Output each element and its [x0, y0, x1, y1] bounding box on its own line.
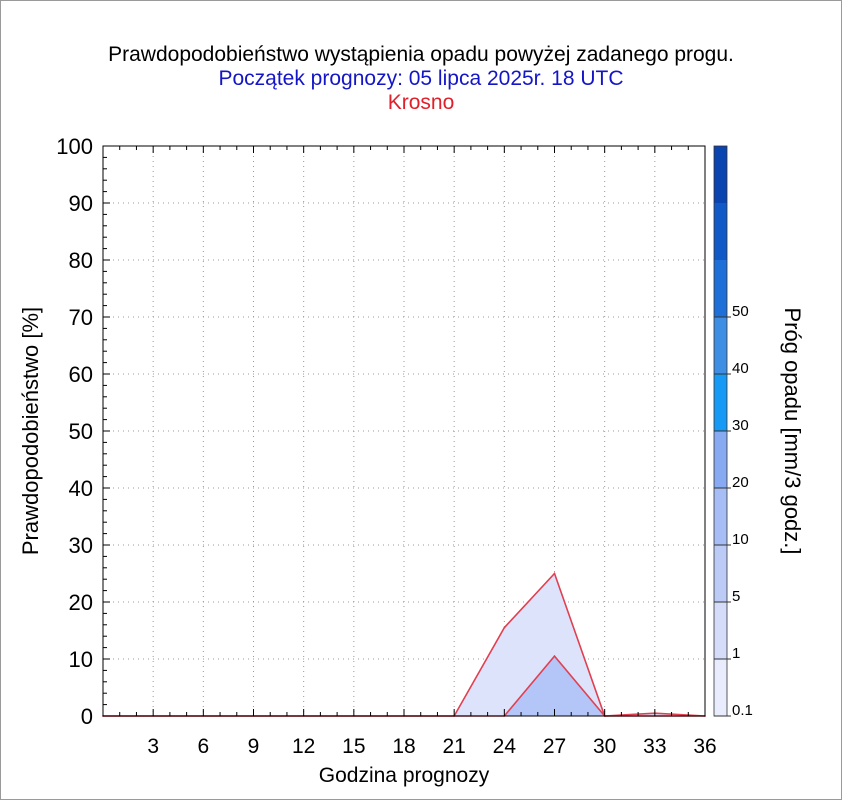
y-tick-label: 70	[69, 305, 93, 330]
x-tick-label: 12	[292, 735, 315, 758]
colorbar-segment	[714, 260, 727, 317]
colorbar-label: Próg opadu [mm/3 godz.]	[780, 307, 805, 554]
chart-subtitle: Początek prognozy: 05 lipca 2025r. 18 UT…	[218, 67, 624, 90]
y-tick-label: 100	[56, 134, 93, 159]
colorbar-segment	[714, 602, 727, 659]
y-tick-label: 10	[69, 647, 93, 672]
data-point	[503, 626, 506, 629]
x-tick-label: 21	[442, 735, 465, 758]
x-axis-label: Godzina prognozy	[319, 764, 490, 787]
colorbar-tick-label: 0.1	[732, 702, 753, 719]
y-tick-label: 60	[69, 362, 93, 387]
location-label: Krosno	[387, 91, 455, 114]
colorbar-segment	[714, 488, 727, 545]
colorbar-segment	[714, 545, 727, 602]
y-axis-label: Prawdopodobieństwo [%]	[18, 307, 43, 555]
data-point	[553, 572, 556, 575]
y-tick-label: 80	[69, 248, 93, 273]
x-tick-label: 3	[147, 735, 159, 758]
colorbar-segment	[714, 317, 727, 374]
colorbar-tick-label: 30	[732, 417, 749, 434]
x-tick-label: 30	[593, 735, 616, 758]
colorbar-tick-label: 1	[732, 645, 740, 662]
x-tick-label: 36	[693, 735, 716, 758]
colorbar-tick-label: 40	[732, 360, 749, 377]
colorbar-tick-label: 20	[732, 474, 749, 491]
colorbar-tick-label: 5	[732, 588, 740, 605]
series-area-1	[103, 656, 705, 716]
y-tick-label: 90	[69, 191, 93, 216]
x-tick-label: 18	[392, 735, 415, 758]
y-tick-label: 20	[69, 590, 93, 615]
x-tick-label: 24	[493, 735, 517, 758]
colorbar-segment	[714, 203, 727, 260]
x-tick-label: 33	[643, 735, 666, 758]
y-tick-label: 50	[69, 419, 93, 444]
x-tick-label: 6	[197, 735, 209, 758]
colorbar-tick-label: 10	[732, 531, 749, 548]
colorbar-segment	[714, 146, 727, 203]
x-tick-label: 27	[543, 735, 566, 758]
series-line-0.1	[103, 571, 706, 717]
y-tick-label: 30	[69, 533, 93, 558]
y-tick-label: 0	[81, 704, 93, 729]
colorbar-segment	[714, 659, 727, 716]
series-area-0.1	[103, 573, 705, 716]
y-tick-label: 40	[69, 476, 93, 501]
x-tick-label: 9	[248, 735, 260, 758]
data-point	[553, 655, 556, 657]
x-tick-label: 15	[342, 735, 365, 758]
colorbar-segment	[714, 431, 727, 488]
colorbar-segment	[714, 374, 727, 431]
chart-title: Prawdopodobieństwo wystąpienia opadu pow…	[108, 43, 734, 66]
colorbar-tick-label: 50	[732, 303, 749, 320]
